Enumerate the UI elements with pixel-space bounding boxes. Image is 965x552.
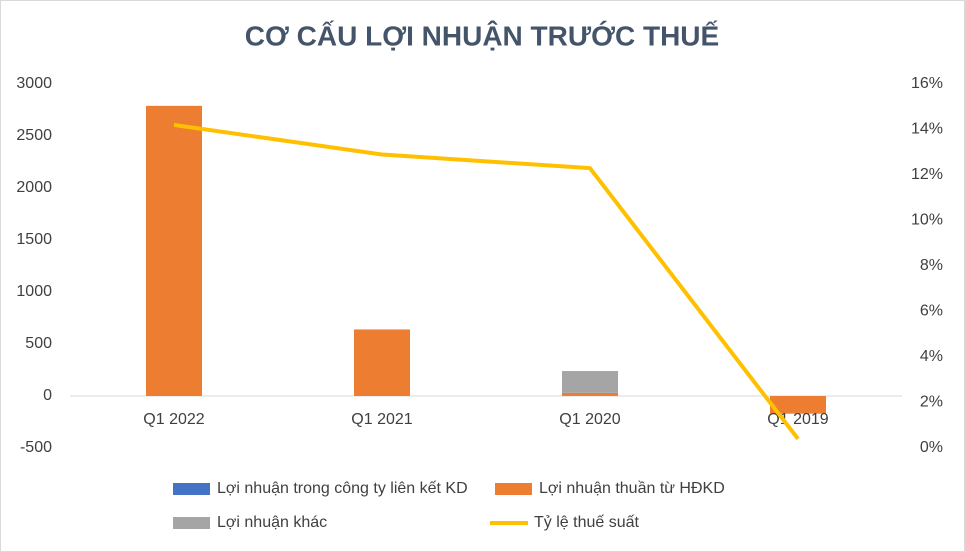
x-tick-label: Q1 2020 xyxy=(559,411,620,428)
line xyxy=(173,122,800,441)
y-tick-label: 2500 xyxy=(16,127,52,144)
bar xyxy=(354,329,410,396)
legend-label: Lợi nhuận trong công ty liên kết KD xyxy=(217,480,468,497)
legend-swatch xyxy=(495,483,532,495)
bar xyxy=(770,396,826,414)
y2-tick-label: 2% xyxy=(920,394,943,411)
y2-tick-label: 6% xyxy=(920,303,943,320)
y-tick-label: 1000 xyxy=(16,283,52,300)
y-tick-label: 500 xyxy=(25,335,52,352)
x-tick-label: Q1 2022 xyxy=(143,411,204,428)
legend-swatch xyxy=(173,517,210,529)
x-tick-label: Q1 2021 xyxy=(351,411,412,428)
y2-tick-label: 10% xyxy=(911,212,943,229)
y-tick-label: 0 xyxy=(43,387,52,404)
legend-label: Lợi nhuận thuần từ HĐKD xyxy=(539,480,725,497)
bar xyxy=(562,392,618,396)
y2-tick-label: 14% xyxy=(911,121,943,138)
y2-tick-label: 16% xyxy=(911,75,943,92)
legend-label: Tỷ lệ thuế suất xyxy=(534,514,640,531)
y-tick-label: -500 xyxy=(20,439,52,456)
bar xyxy=(146,105,202,396)
y-tick-label: 3000 xyxy=(16,75,52,92)
y-tick-label: 1500 xyxy=(16,231,52,248)
y2-tick-label: 0% xyxy=(920,439,943,456)
chart-title: CƠ CẤU LỢI NHUẬN TRƯỚC THUẾ xyxy=(245,20,719,51)
y2-tick-label: 8% xyxy=(920,257,943,274)
y2-tick-label: 4% xyxy=(920,348,943,365)
x-tick-label: Q1 2019 xyxy=(767,411,828,428)
y-tick-label: 2000 xyxy=(16,179,52,196)
bar xyxy=(562,371,618,393)
legend-label: Lợi nhuận khác xyxy=(217,514,327,531)
legend-swatch xyxy=(173,483,210,495)
y2-tick-label: 12% xyxy=(911,166,943,183)
